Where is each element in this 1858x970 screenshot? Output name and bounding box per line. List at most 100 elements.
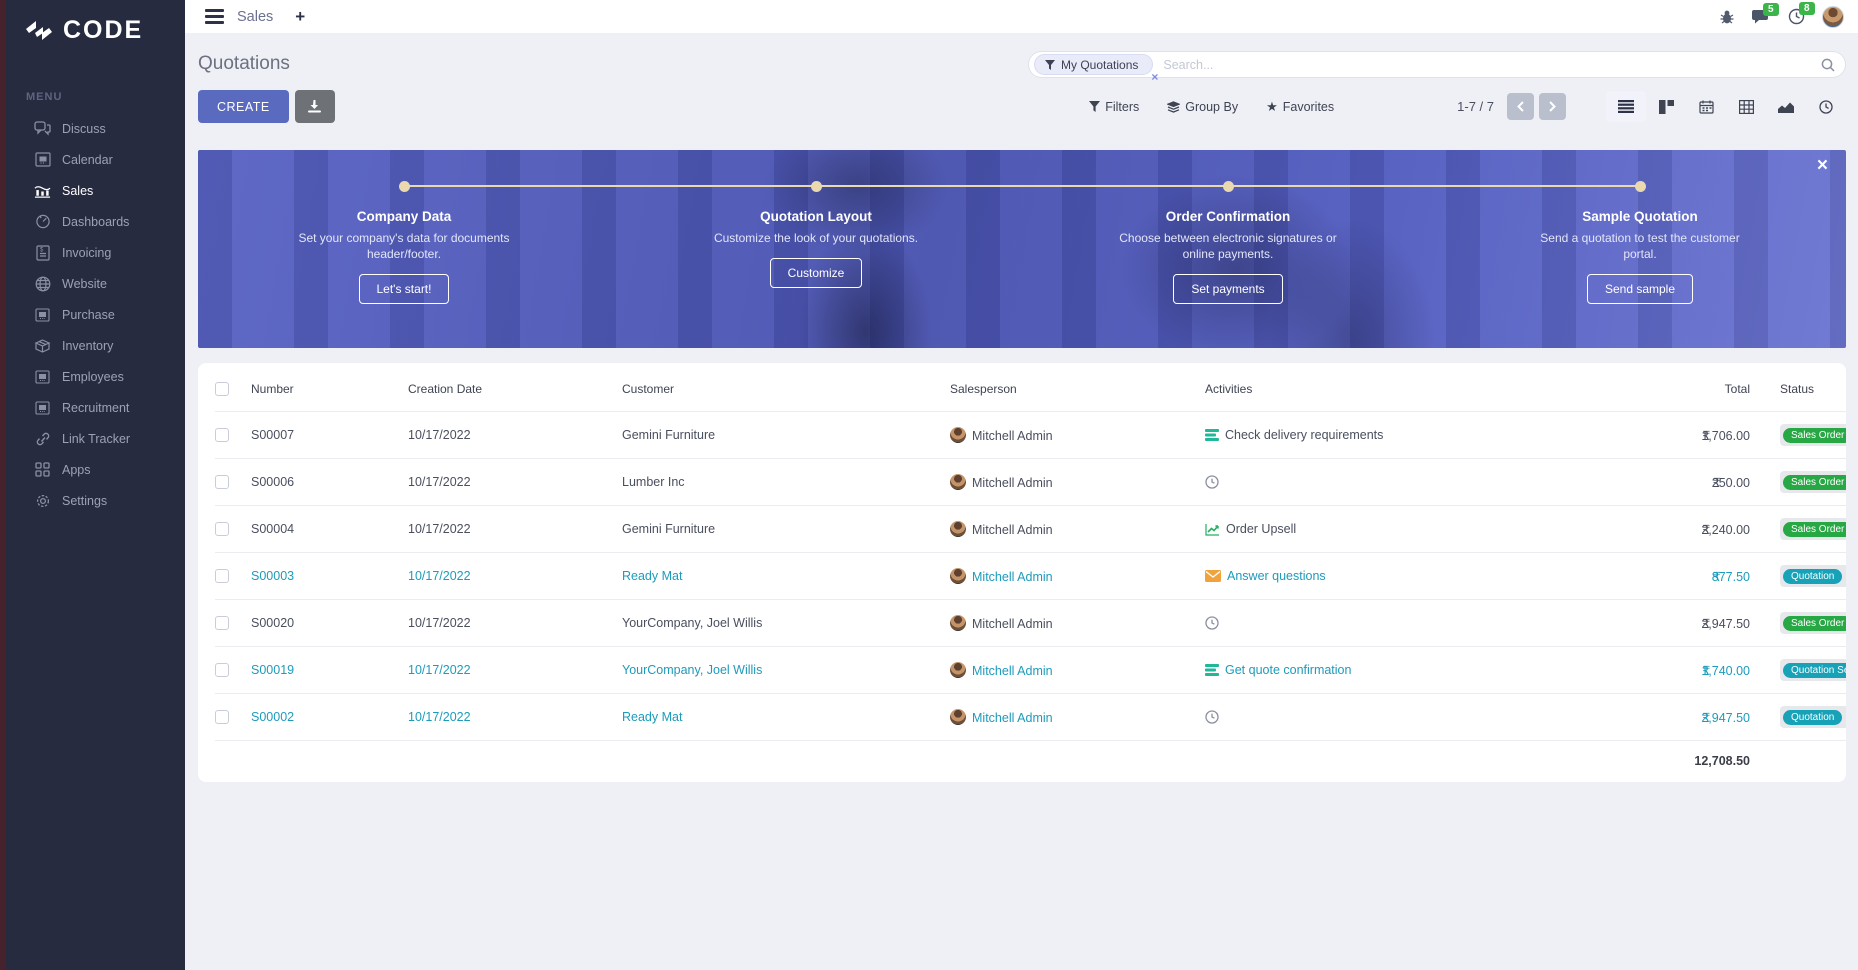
- app-title-tab[interactable]: Sales: [237, 8, 274, 25]
- cell-customer: Gemini Furniture: [622, 522, 716, 536]
- favorites-button[interactable]: ★ Favorites: [1266, 98, 1335, 114]
- col-header-creation-date[interactable]: Creation Date: [408, 382, 483, 396]
- view-kanban-button[interactable]: [1646, 91, 1686, 122]
- sidebar-item-website[interactable]: Website: [0, 268, 185, 299]
- chip-remove-icon[interactable]: ×: [1151, 70, 1159, 84]
- cell-total: ₹2,240.00: [1701, 522, 1750, 537]
- sidebar-item-apps[interactable]: Apps: [0, 454, 185, 485]
- debug-bug-icon[interactable]: [1719, 9, 1735, 25]
- banner-close-button[interactable]: ×: [1816, 155, 1828, 176]
- row-checkbox[interactable]: [215, 522, 229, 536]
- set-payments-button[interactable]: Set payments: [1173, 274, 1283, 305]
- cell-customer: YourCompany, Joel Willis: [622, 663, 763, 677]
- row-checkbox[interactable]: [215, 616, 229, 630]
- col-header-activities[interactable]: Activities: [1205, 382, 1253, 396]
- table-row[interactable]: S00020 10/17/2022 YourCompany, Joel Will…: [215, 599, 1846, 646]
- activities-clock-icon[interactable]: 8: [1788, 2, 1815, 25]
- search-input[interactable]: Search...: [1163, 57, 1214, 72]
- search-bar[interactable]: My Quotations × Search...: [1028, 51, 1846, 84]
- salesperson-avatar: [950, 521, 966, 537]
- new-tab-button[interactable]: +: [295, 7, 306, 26]
- export-button[interactable]: [294, 90, 335, 123]
- select-all-checkbox[interactable]: [215, 382, 229, 396]
- create-button[interactable]: CREATE: [198, 90, 289, 123]
- group-by-button[interactable]: Group By: [1167, 100, 1238, 114]
- sidebar-item-settings[interactable]: Settings: [0, 485, 185, 516]
- activity-link[interactable]: [1205, 475, 1560, 489]
- onboarding-banner: × Company Data Set your company's data f…: [198, 150, 1846, 348]
- sidebar-item-label: Discuss: [62, 121, 106, 136]
- hamburger-menu-icon[interactable]: [205, 9, 224, 24]
- sidebar-item-sales[interactable]: Sales: [0, 175, 185, 206]
- cell-total: ₹250.00: [1711, 475, 1750, 490]
- clock-activity-icon: [1205, 475, 1219, 489]
- cell-status: Sales Order: [1750, 424, 1846, 446]
- cell-date: 10/17/2022: [408, 616, 471, 630]
- filters-button[interactable]: Filters: [1089, 100, 1139, 114]
- sidebar-item-employees[interactable]: Employees: [0, 361, 185, 392]
- cell-date: 10/17/2022: [408, 569, 471, 583]
- table-row[interactable]: S00002 10/17/2022 Ready Mat Mitchell Adm…: [215, 693, 1846, 740]
- row-checkbox[interactable]: [215, 663, 229, 677]
- col-header-status[interactable]: Status: [1780, 382, 1815, 396]
- table-row[interactable]: S00003 10/17/2022 Ready Mat Mitchell Adm…: [215, 552, 1846, 599]
- pager-next-button[interactable]: [1539, 93, 1566, 120]
- sidebar-item-invoicing[interactable]: $ Invoicing: [0, 237, 185, 268]
- sidebar-item-dashboards[interactable]: Dashboards: [0, 206, 185, 237]
- sidebar-item-discuss[interactable]: Discuss: [0, 113, 185, 144]
- activity-link[interactable]: Check delivery requirements: [1205, 428, 1560, 442]
- activity-link[interactable]: [1205, 710, 1560, 724]
- status-badge: Sales Order: [1783, 522, 1846, 537]
- row-checkbox[interactable]: [215, 428, 229, 442]
- cell-number: S00004: [251, 522, 295, 536]
- col-header-number[interactable]: Number: [251, 382, 294, 396]
- row-checkbox[interactable]: [215, 475, 229, 489]
- activities-badge: 8: [1799, 2, 1815, 15]
- activity-link[interactable]: Order Upsell: [1205, 522, 1560, 536]
- table-row[interactable]: S00004 10/17/2022 Gemini Furniture Mitch…: [215, 505, 1846, 552]
- salesperson-avatar: [950, 615, 966, 631]
- view-list-button[interactable]: [1606, 91, 1646, 122]
- lets-start-button[interactable]: Let's start!: [358, 274, 450, 305]
- cell-total: ₹2,947.50: [1701, 710, 1750, 725]
- table-row[interactable]: S00007 10/17/2022 Gemini Furniture Mitch…: [215, 411, 1846, 458]
- search-icon[interactable]: [1821, 58, 1835, 72]
- cell-number: S00002: [251, 710, 295, 724]
- activity-link[interactable]: [1205, 616, 1560, 630]
- table-row[interactable]: S00019 10/17/2022 YourCompany, Joel Will…: [215, 646, 1846, 693]
- dashboards-icon: [34, 213, 51, 230]
- customize-button[interactable]: Customize: [769, 258, 863, 289]
- send-sample-button[interactable]: Send sample: [1586, 274, 1694, 305]
- website-icon: [34, 275, 51, 292]
- sidebar-item-inventory[interactable]: Inventory: [0, 330, 185, 361]
- status-badge: Quotation: [1783, 710, 1843, 725]
- col-header-total[interactable]: Total: [1724, 382, 1750, 396]
- view-graph-button[interactable]: [1766, 91, 1806, 122]
- cell-status: Sales Order: [1750, 518, 1846, 540]
- messages-icon[interactable]: 5: [1752, 2, 1779, 25]
- calendar-icon: [34, 151, 51, 168]
- view-calendar-button[interactable]: [1686, 91, 1726, 122]
- col-header-salesperson[interactable]: Salesperson: [950, 382, 1017, 396]
- filter-chip-my-quotations[interactable]: My Quotations ×: [1034, 54, 1158, 84]
- user-avatar[interactable]: [1822, 5, 1844, 28]
- sidebar-item-recruitment[interactable]: Recruitment: [0, 392, 185, 423]
- cell-customer: Ready Mat: [622, 569, 683, 583]
- row-checkbox[interactable]: [215, 569, 229, 583]
- activity-link[interactable]: Get quote confirmation: [1205, 663, 1560, 677]
- step-order-confirmation: Order Confirmation Choose between electr…: [1022, 150, 1434, 348]
- list-activity-icon: [1205, 429, 1219, 441]
- app-logo[interactable]: CODE: [0, 0, 185, 45]
- row-checkbox[interactable]: [215, 710, 229, 724]
- activity-link[interactable]: Answer questions: [1205, 569, 1560, 583]
- col-header-customer[interactable]: Customer: [622, 382, 675, 396]
- view-activity-button[interactable]: [1806, 91, 1846, 122]
- pager-prev-button[interactable]: [1507, 93, 1534, 120]
- sidebar-item-link-tracker[interactable]: Link Tracker: [0, 423, 185, 454]
- table-row[interactable]: S00006 10/17/2022 Lumber Inc Mitchell Ad…: [215, 458, 1846, 505]
- view-pivot-button[interactable]: [1726, 91, 1766, 122]
- sidebar-item-calendar[interactable]: Calendar: [0, 144, 185, 175]
- cell-status: Sales Order: [1750, 612, 1846, 634]
- sidebar-item-purchase[interactable]: Purchase: [0, 299, 185, 330]
